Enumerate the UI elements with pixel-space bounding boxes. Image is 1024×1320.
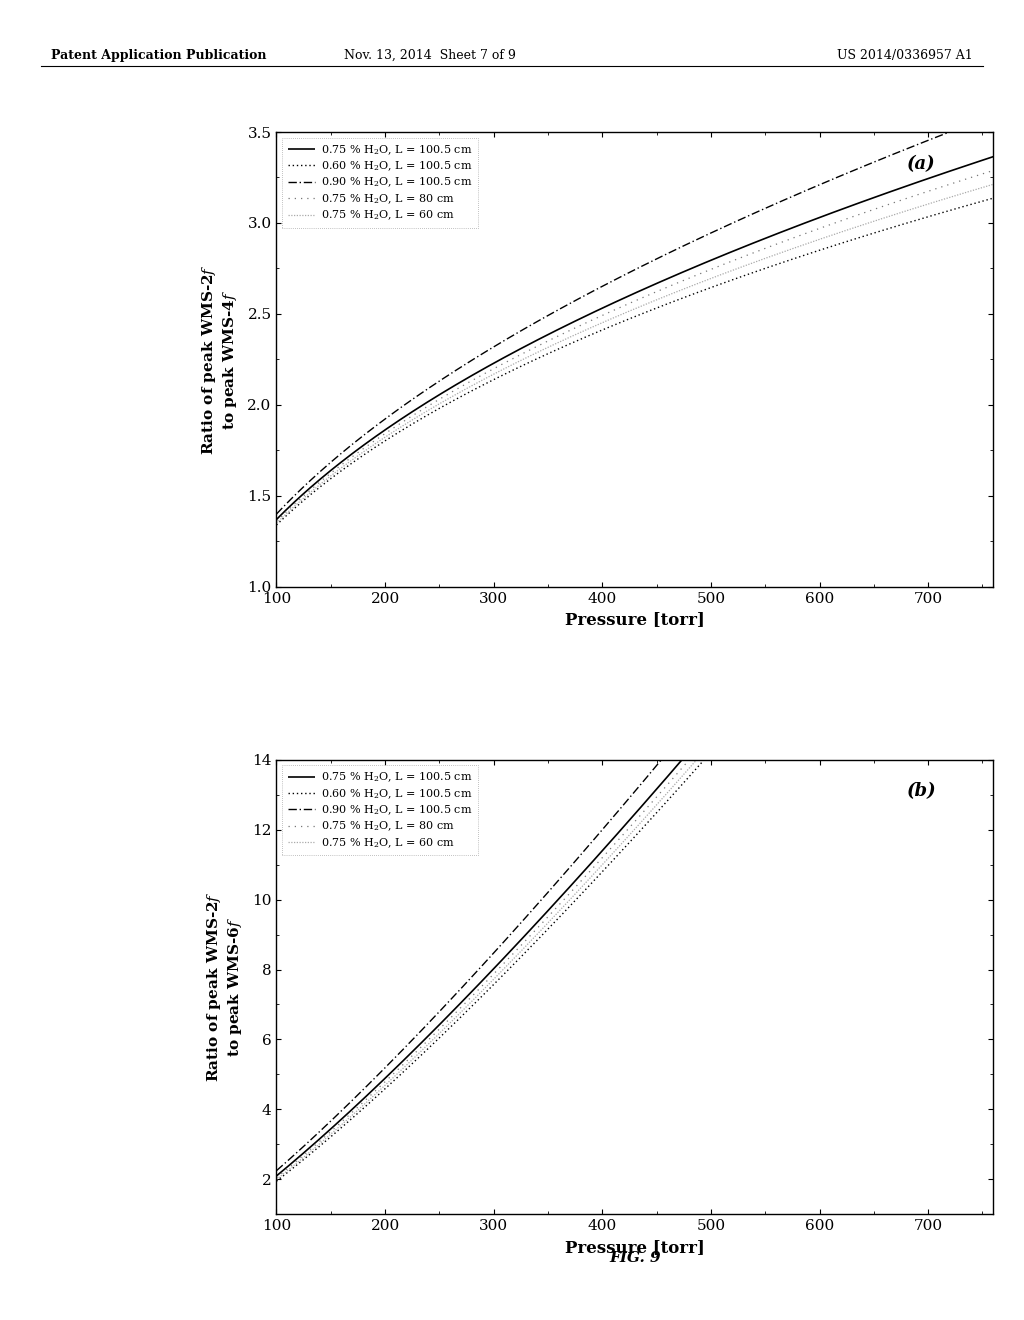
Text: US 2014/0336957 A1: US 2014/0336957 A1 [837,49,973,62]
Legend: 0.75 % H$_2$O, L = 100.5 cm, 0.60 % H$_2$O, L = 100.5 cm, 0.90 % H$_2$O, L = 100: 0.75 % H$_2$O, L = 100.5 cm, 0.60 % H$_2… [282,766,478,855]
Text: Patent Application Publication: Patent Application Publication [51,49,266,62]
Legend: 0.75 % H$_2$O, L = 100.5 cm, 0.60 % H$_2$O, L = 100.5 cm, 0.90 % H$_2$O, L = 100: 0.75 % H$_2$O, L = 100.5 cm, 0.60 % H$_2… [282,137,478,228]
Text: Nov. 13, 2014  Sheet 7 of 9: Nov. 13, 2014 Sheet 7 of 9 [344,49,516,62]
Text: FIG. 9: FIG. 9 [609,1250,660,1265]
Y-axis label: Ratio of peak WMS-2$f$
to peak WMS-6$f$: Ratio of peak WMS-2$f$ to peak WMS-6$f$ [205,891,244,1082]
Y-axis label: Ratio of peak WMS-2$f$
to peak WMS-4$f$: Ratio of peak WMS-2$f$ to peak WMS-4$f$ [201,264,239,455]
X-axis label: Pressure [torr]: Pressure [torr] [565,1238,705,1255]
X-axis label: Pressure [torr]: Pressure [torr] [565,611,705,628]
Text: (a): (a) [907,154,936,173]
Text: (b): (b) [907,783,936,800]
